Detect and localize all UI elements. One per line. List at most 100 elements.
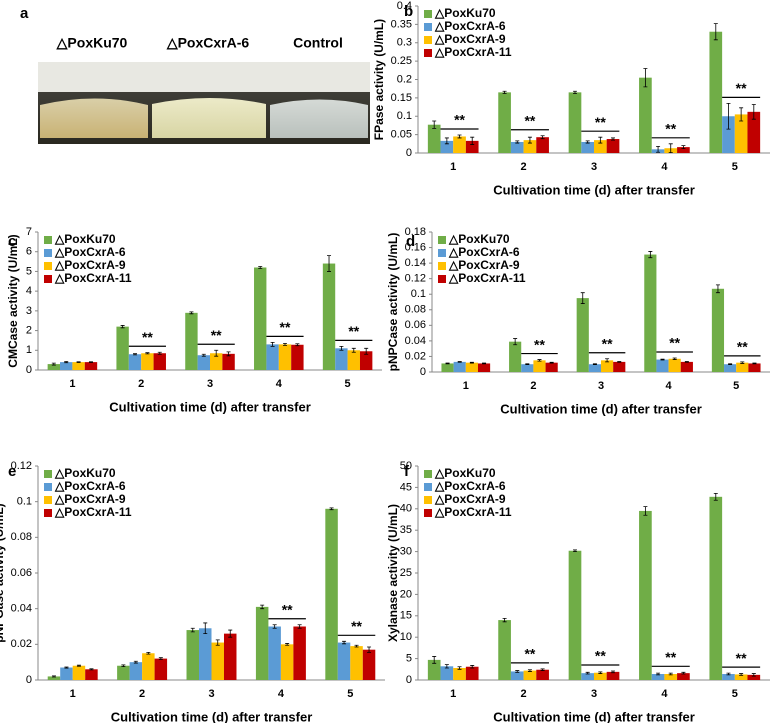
- y-tick-label: 0.18: [405, 226, 426, 238]
- significance-label: **: [669, 335, 680, 351]
- error-bar: [470, 136, 475, 145]
- bar: [186, 630, 200, 680]
- legend-label: △PoxCxrA-11: [448, 271, 526, 285]
- legend-label: △PoxCxrA-11: [434, 45, 512, 59]
- error-bar: [656, 672, 661, 676]
- y-tick-label: 0.1: [397, 110, 412, 122]
- y-tick-label: 3: [26, 305, 32, 317]
- error-bar: [445, 362, 450, 365]
- error-bar: [272, 624, 277, 629]
- error-bar: [295, 343, 300, 347]
- y-axis-label: pNPGase activity (U/mL): [0, 503, 6, 642]
- bar: [594, 140, 607, 153]
- error-bar: [327, 255, 332, 272]
- error-bar: [648, 251, 653, 259]
- error-bar: [592, 363, 597, 366]
- y-tick-label: 0.02: [405, 350, 426, 362]
- y-tick-label: 0: [406, 674, 412, 686]
- error-bar: [585, 140, 590, 144]
- error-bar: [190, 627, 195, 633]
- y-tick-label: 30: [400, 546, 412, 558]
- bar: [154, 658, 168, 680]
- legend-swatch: [424, 509, 432, 517]
- bar: [72, 665, 86, 680]
- significance-label: **: [282, 601, 293, 617]
- error-bar: [297, 624, 302, 629]
- bar: [255, 606, 269, 680]
- error-bar: [457, 361, 462, 363]
- photo-label: △PoxKu70: [56, 35, 128, 51]
- error-bar: [51, 362, 56, 366]
- y-tick-label: 7: [26, 226, 32, 238]
- bar: [510, 671, 524, 680]
- panel-letter: d: [406, 233, 415, 250]
- error-bar: [121, 664, 126, 668]
- y-tick-label: 0.06: [405, 319, 426, 331]
- error-bar: [214, 349, 219, 357]
- legend-swatch: [44, 483, 52, 491]
- legend-swatch: [424, 470, 432, 478]
- significance-label: **: [534, 336, 545, 352]
- legend-swatch: [424, 496, 432, 504]
- legend-label: △PoxCxrA-6: [434, 479, 506, 493]
- x-tick-label: 2: [139, 688, 145, 700]
- error-bar: [215, 639, 220, 646]
- bar: [185, 312, 198, 370]
- error-bar: [351, 347, 356, 353]
- error-bar: [64, 361, 69, 364]
- error-bar: [598, 136, 603, 144]
- bar: [606, 139, 620, 153]
- error-bar: [189, 311, 194, 315]
- y-tick-label: 10: [400, 631, 412, 643]
- y-tick-label: 0.04: [11, 603, 32, 615]
- x-tick-label: 4: [666, 380, 673, 392]
- x-tick-label: 2: [521, 161, 527, 173]
- legend-swatch: [44, 496, 52, 504]
- error-bar: [457, 666, 462, 670]
- y-tick-label: 0.1: [411, 288, 426, 300]
- significance-label: **: [351, 618, 362, 634]
- error-bar: [713, 492, 718, 501]
- x-tick-label: 4: [276, 378, 283, 390]
- error-bar: [598, 671, 603, 674]
- error-bar: [751, 104, 756, 120]
- y-tick-label: 45: [400, 481, 412, 493]
- x-tick-label: 3: [208, 688, 214, 700]
- significance-label: **: [524, 112, 535, 128]
- panel-letter: c: [8, 233, 16, 250]
- bar: [291, 344, 304, 370]
- error-bar: [64, 666, 69, 669]
- significance-label: **: [280, 319, 291, 335]
- significance-label: **: [736, 80, 747, 96]
- bar: [639, 510, 652, 680]
- error-bar: [146, 651, 151, 655]
- significance-label: **: [142, 329, 153, 345]
- error-bar: [502, 617, 507, 623]
- bar: [644, 254, 657, 372]
- error-bar: [260, 604, 265, 610]
- error-bar: [527, 136, 532, 144]
- photo-label: Control: [293, 35, 343, 51]
- error-bar: [540, 668, 545, 671]
- bar: [498, 92, 511, 153]
- legend-swatch: [424, 36, 432, 44]
- legend-label: △PoxCxrA-6: [54, 245, 126, 259]
- bar: [453, 668, 466, 680]
- legend-label: △PoxCxrA-11: [54, 505, 132, 519]
- y-tick-label: 0.04: [405, 335, 426, 347]
- bar: [427, 124, 441, 153]
- legend-swatch: [44, 275, 52, 283]
- bar: [210, 353, 223, 370]
- y-tick-label: 15: [400, 610, 412, 622]
- y-tick-label: 0: [26, 674, 32, 686]
- y-tick-label: 2: [26, 324, 32, 336]
- error-bar: [740, 361, 745, 364]
- bar: [441, 363, 454, 372]
- bar: [545, 362, 558, 372]
- error-bar: [470, 665, 475, 669]
- error-bar: [145, 352, 150, 355]
- y-tick-label: 35: [400, 524, 412, 536]
- bar: [581, 141, 594, 153]
- bar: [521, 364, 534, 372]
